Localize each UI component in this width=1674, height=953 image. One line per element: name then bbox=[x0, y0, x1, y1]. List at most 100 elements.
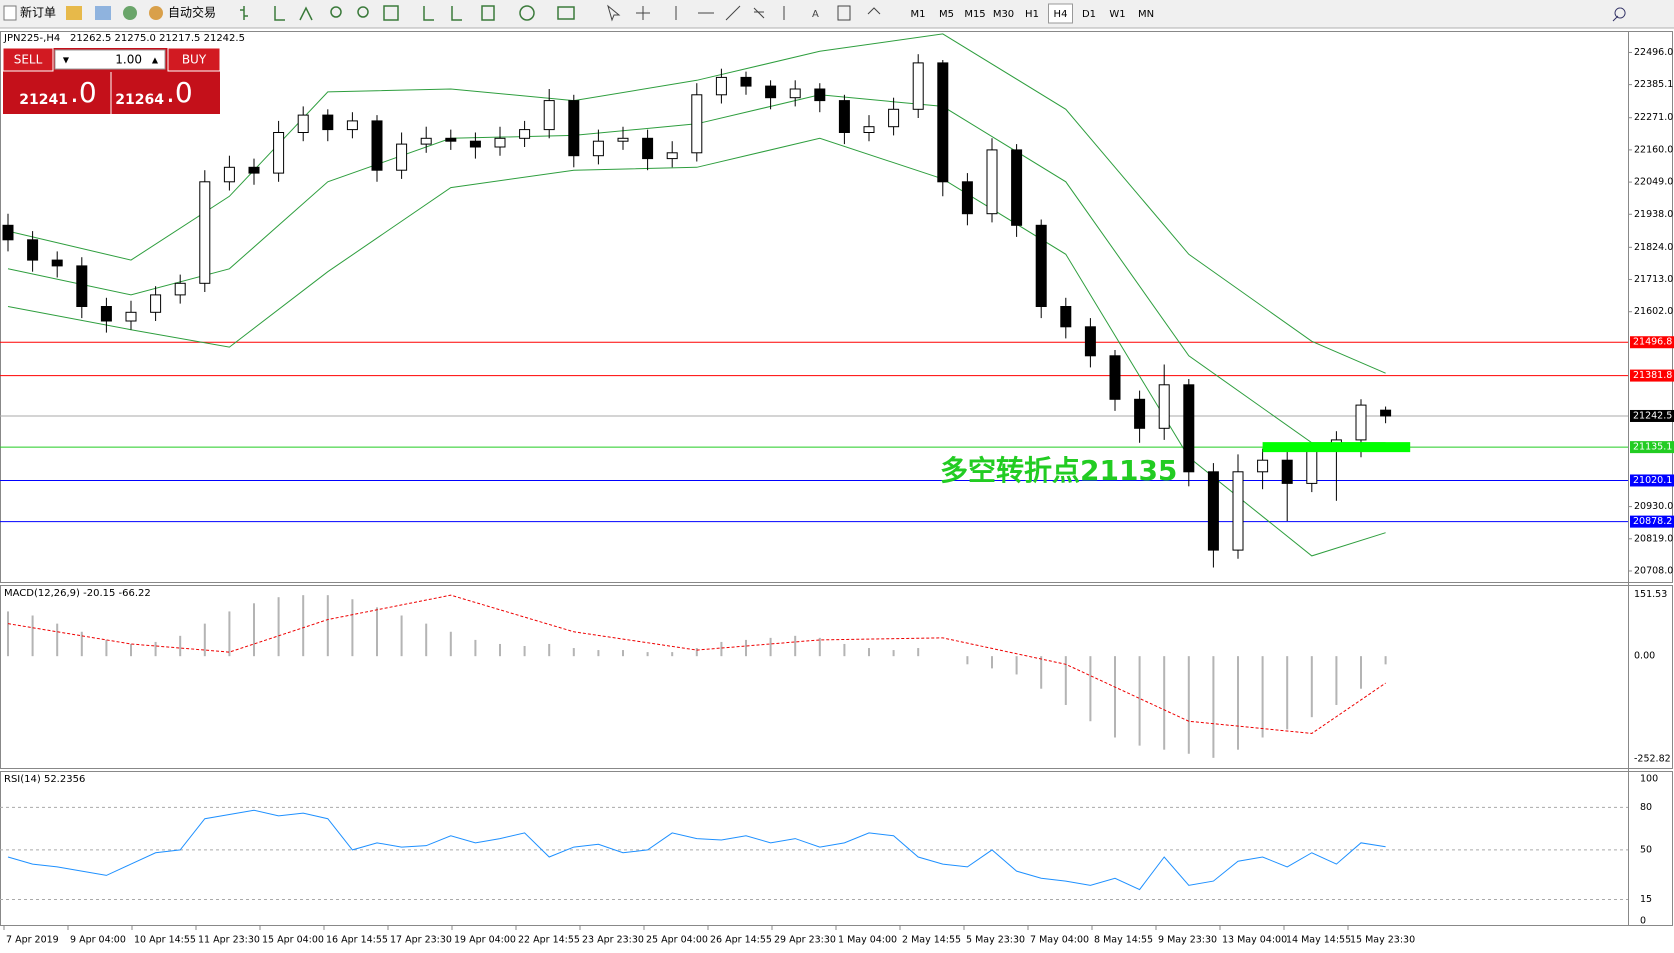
timeframe[interactable]: H1 bbox=[1025, 9, 1039, 20]
trend-line[interactable] bbox=[725, 5, 741, 21]
active-timeframe[interactable] bbox=[1048, 3, 1073, 24]
timeframe[interactable]: M30 bbox=[993, 9, 1014, 20]
timeframe[interactable]: M5 bbox=[939, 9, 954, 20]
macd-bar bbox=[745, 639, 747, 657]
icon[interactable] bbox=[66, 6, 82, 20]
macd-bar bbox=[351, 599, 354, 657]
tool-icon[interactable] bbox=[299, 6, 313, 21]
y-tick-label: 22271.0 bbox=[1634, 112, 1673, 123]
candle-body bbox=[273, 132, 285, 174]
search[interactable] bbox=[1612, 7, 1626, 22]
level-tag bbox=[1630, 336, 1674, 349]
candle-body bbox=[1207, 471, 1219, 551]
tile[interactable] bbox=[383, 5, 399, 21]
label-tool[interactable] bbox=[837, 5, 851, 21]
icon[interactable] bbox=[123, 6, 137, 20]
candle-body bbox=[1306, 451, 1318, 484]
candle-body bbox=[1084, 326, 1096, 357]
candle-body bbox=[1380, 409, 1392, 417]
icon[interactable] bbox=[95, 6, 111, 20]
bid-fraction[interactable]: .0 bbox=[70, 76, 97, 109]
arrows[interactable] bbox=[867, 7, 881, 15]
candle-body bbox=[1134, 398, 1146, 429]
macd-bar bbox=[376, 607, 378, 657]
macd-bar bbox=[302, 595, 305, 657]
x-tick-label: 22 Apr 14:55 bbox=[518, 935, 580, 946]
lots[interactable]: 1.00 bbox=[115, 53, 142, 67]
lots-down[interactable]: ▼ bbox=[63, 56, 70, 65]
crosshair[interactable] bbox=[636, 6, 650, 20]
candle-body bbox=[346, 120, 358, 131]
timeframe[interactable]: MN bbox=[1138, 9, 1154, 20]
macd-bar bbox=[31, 615, 34, 657]
macd-bar bbox=[400, 615, 403, 657]
rsi-tick-label: 15 bbox=[1640, 894, 1652, 905]
candle-body bbox=[740, 76, 752, 87]
candle-body bbox=[814, 88, 826, 102]
candle-body bbox=[371, 120, 383, 171]
text-tool[interactable]: A bbox=[812, 9, 819, 20]
x-tick-label: 8 May 14:55 bbox=[1094, 935, 1153, 946]
timeframe[interactable]: M1 bbox=[911, 9, 926, 20]
macd-bar bbox=[818, 637, 821, 657]
level-label: 21496.8 bbox=[1633, 337, 1672, 348]
candle-body bbox=[494, 137, 506, 148]
period[interactable] bbox=[519, 5, 535, 21]
zoom-out[interactable] bbox=[357, 6, 369, 18]
macd-bar bbox=[622, 650, 624, 657]
x-tick-label: 23 Apr 23:30 bbox=[582, 935, 644, 946]
level-tag bbox=[1630, 369, 1674, 382]
new-order-icon[interactable] bbox=[3, 5, 17, 21]
tool-icon[interactable] bbox=[423, 6, 462, 21]
buy[interactable]: BUY bbox=[182, 53, 207, 67]
timeframe[interactable]: H4 bbox=[1054, 9, 1068, 20]
y-tick-label: 22496.0 bbox=[1634, 47, 1673, 58]
current-price-tag bbox=[1630, 409, 1674, 422]
zoom-in[interactable] bbox=[330, 6, 342, 18]
candle-body bbox=[789, 88, 801, 99]
macd-bar bbox=[80, 631, 83, 657]
macd-signal bbox=[7, 594, 1386, 734]
candle-body bbox=[765, 85, 777, 99]
fibo[interactable] bbox=[753, 7, 765, 19]
template[interactable] bbox=[557, 6, 575, 20]
x-tick-label: 11 Apr 23:30 bbox=[198, 935, 260, 946]
y-tick-label: 22160.0 bbox=[1634, 144, 1673, 155]
tool-icon[interactable] bbox=[240, 6, 248, 20]
x-tick-label: 5 May 23:30 bbox=[966, 935, 1025, 946]
ohlc: 21262.5 21275.0 21217.5 21242.5 bbox=[70, 33, 245, 44]
timeframe[interactable]: W1 bbox=[1109, 9, 1125, 20]
bid[interactable]: 21241 bbox=[19, 92, 68, 108]
ask-fraction[interactable]: .0 bbox=[166, 76, 193, 109]
lots-up[interactable]: ▲ bbox=[152, 56, 159, 65]
lots-input[interactable] bbox=[54, 49, 166, 70]
candle-body bbox=[1183, 384, 1195, 473]
main-panel bbox=[0, 31, 1673, 583]
sell[interactable]: SELL bbox=[14, 53, 43, 67]
tool-icon[interactable] bbox=[274, 6, 285, 21]
cursor[interactable] bbox=[607, 4, 621, 22]
candle-body bbox=[223, 166, 235, 183]
buy-button[interactable] bbox=[167, 47, 221, 72]
macd-bar bbox=[1286, 656, 1289, 730]
sell-button[interactable] bbox=[2, 47, 54, 72]
macd-bar bbox=[1212, 656, 1215, 758]
indicator[interactable] bbox=[481, 5, 495, 21]
candle-body bbox=[297, 114, 309, 133]
candle-body bbox=[420, 137, 432, 145]
y-tick-label: 20930.0 bbox=[1634, 501, 1673, 512]
ask[interactable]: 21264 bbox=[115, 92, 164, 108]
new-order[interactable]: 新订单 bbox=[20, 5, 56, 20]
timeframe[interactable]: M15 bbox=[964, 9, 985, 20]
auto-trading-icon[interactable] bbox=[149, 6, 163, 20]
candle-body bbox=[1011, 149, 1023, 226]
candle-body bbox=[1232, 471, 1244, 551]
macd-bar bbox=[868, 648, 870, 657]
y-tick-label: 21602.0 bbox=[1634, 306, 1673, 317]
timeframe[interactable]: D1 bbox=[1082, 9, 1096, 20]
candle-body bbox=[1060, 306, 1072, 328]
trade-panel: SELL ▼ ▲ 1.00 BUY 21241 .0 21264 .0 bbox=[2, 47, 221, 114]
auto-trading[interactable]: 自动交易 bbox=[168, 5, 216, 20]
macd-bar bbox=[425, 623, 428, 657]
